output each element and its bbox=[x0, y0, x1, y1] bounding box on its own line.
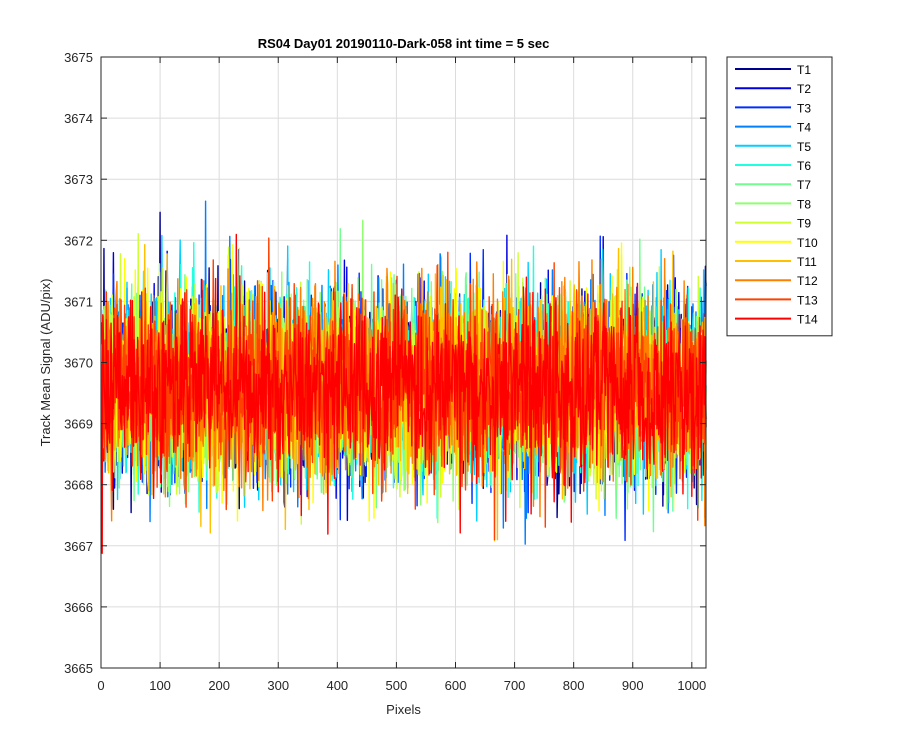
x-tick-label: 800 bbox=[563, 678, 585, 693]
legend-label-t1: T1 bbox=[797, 63, 811, 77]
x-axis-label: Pixels bbox=[386, 702, 421, 717]
y-tick-label: 3674 bbox=[64, 111, 93, 126]
legend-label-t7: T7 bbox=[797, 178, 811, 192]
y-tick-label: 3666 bbox=[64, 600, 93, 615]
legend-label-t13: T13 bbox=[797, 293, 818, 307]
y-tick-label: 3665 bbox=[64, 661, 93, 676]
legend-label-t2: T2 bbox=[797, 82, 811, 96]
legend-label-t4: T4 bbox=[797, 121, 811, 135]
legend-label-t11: T11 bbox=[797, 255, 817, 269]
x-tick-label: 600 bbox=[445, 678, 467, 693]
legend-label-t3: T3 bbox=[797, 101, 811, 115]
axis-ticks: 0 100 200 300 400 500 600 700 800 900 1000 3665 3666… bbox=[64, 50, 706, 693]
series-line-t14 bbox=[100, 233, 707, 554]
y-tick-label: 3670 bbox=[64, 356, 93, 371]
y-tick-label: 3673 bbox=[64, 172, 93, 187]
legend-label-t8: T8 bbox=[797, 197, 811, 211]
legend: T1 T2 T3 T4 T5 T6 T7 T8 T9 T10 T11 T12 T13 T14 bbox=[726, 56, 833, 337]
legend-label-t6: T6 bbox=[797, 159, 811, 173]
legend-label-t9: T9 bbox=[797, 217, 811, 231]
y-tick-label: 3671 bbox=[64, 294, 93, 309]
x-tick-label: 500 bbox=[386, 678, 408, 693]
y-tick-label: 3672 bbox=[64, 233, 93, 248]
legend-label-t14: T14 bbox=[797, 313, 818, 327]
x-tick-label: 0 bbox=[97, 678, 104, 693]
x-tick-label: 900 bbox=[622, 678, 644, 693]
x-tick-label: 200 bbox=[208, 678, 230, 693]
series-layer bbox=[100, 200, 707, 554]
x-tick-label: 400 bbox=[326, 678, 348, 693]
x-tick-label: 100 bbox=[149, 678, 171, 693]
y-tick-label: 3669 bbox=[64, 417, 93, 432]
x-tick-label: 300 bbox=[267, 678, 289, 693]
chart-title: RS04 Day01 20190110-Dark-058 int time = … bbox=[258, 36, 550, 51]
legend-box bbox=[726, 56, 833, 337]
legend-label-t10: T10 bbox=[797, 236, 818, 250]
y-tick-label: 3667 bbox=[64, 539, 93, 554]
x-tick-label: 700 bbox=[504, 678, 526, 693]
y-tick-label: 3668 bbox=[64, 478, 93, 493]
y-tick-label: 3675 bbox=[64, 50, 93, 65]
legend-label-t12: T12 bbox=[797, 274, 818, 288]
y-axis-label: Track Mean Signal (ADU/pix) bbox=[38, 279, 53, 447]
x-tick-label: 1000 bbox=[677, 678, 706, 693]
legend-label-t5: T5 bbox=[797, 140, 811, 154]
